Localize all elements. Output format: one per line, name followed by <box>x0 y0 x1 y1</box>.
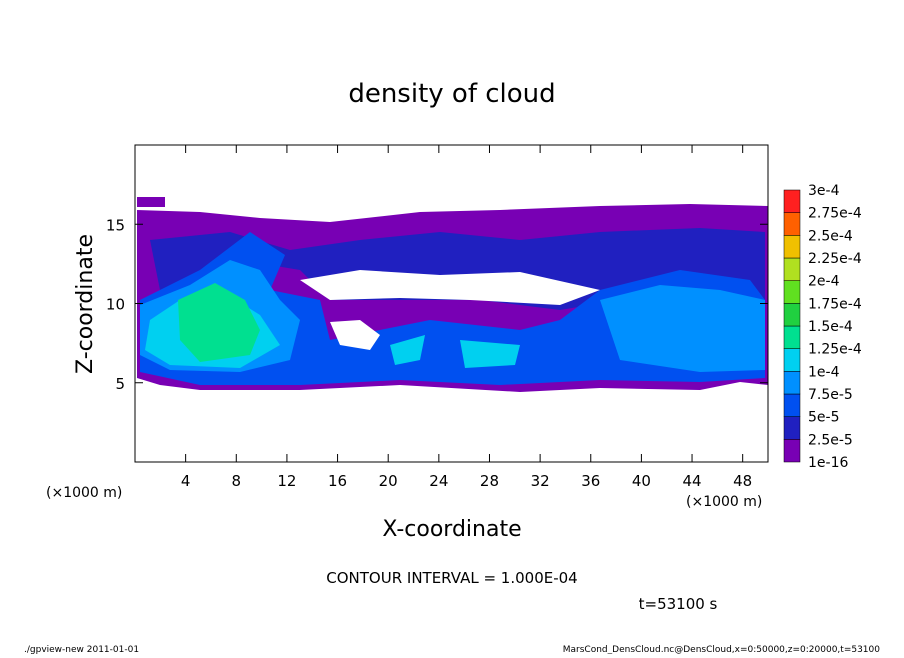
contour-region <box>178 283 260 362</box>
colorbar-label: 2.5e-5 <box>808 432 853 448</box>
colorbar-label: 1e-4 <box>808 364 840 380</box>
contour-field <box>137 197 768 392</box>
colorbar-box <box>783 189 801 213</box>
colorbar-box <box>783 348 801 372</box>
x-tick-label: 20 <box>379 472 398 490</box>
time-label: t=53100 s <box>639 595 718 613</box>
footer-left: ./gpview-new 2011-01-01 <box>24 645 139 654</box>
contour-region <box>140 232 765 385</box>
y-unit: (×1000 m) <box>686 494 762 510</box>
colorbar-label: 3e-4 <box>808 183 840 199</box>
y-axis-label: Z-coordinate <box>73 234 98 374</box>
colorbar-box <box>783 257 801 281</box>
x-tick-label: 40 <box>632 472 651 490</box>
x-tick-label: 4 <box>181 472 191 490</box>
x-tick-label: 36 <box>581 472 600 490</box>
chart-title: density of cloud <box>348 79 555 109</box>
colorbar-box <box>783 235 801 259</box>
x-tick-label: 44 <box>682 472 701 490</box>
x-tick-label: 12 <box>277 472 296 490</box>
colorbar-box <box>783 416 801 440</box>
contour-gap <box>300 270 600 305</box>
colorbar-label: 7.5e-5 <box>808 387 853 403</box>
x-tick-label: 8 <box>232 472 242 490</box>
y-tick-label: 10 <box>106 296 125 314</box>
contour-region <box>390 335 425 365</box>
colorbar-box <box>783 439 801 463</box>
x-tick-label: 32 <box>531 472 550 490</box>
x-tick-label: 24 <box>429 472 448 490</box>
colorbar-label: 1.25e-4 <box>808 342 862 358</box>
colorbar-box <box>783 280 801 304</box>
colorbar-label: 1.5e-4 <box>808 319 853 335</box>
colorbar-label: 2.5e-4 <box>808 228 853 244</box>
colorbar-label: 2.25e-4 <box>808 251 862 267</box>
x-tick-label: 16 <box>328 472 347 490</box>
colorbar-label: 2e-4 <box>808 274 840 290</box>
footer-right: MarsCond_DensCloud.nc@DensCloud,x=0:5000… <box>563 645 880 654</box>
colorbar-label: 2.75e-4 <box>808 206 862 222</box>
colorbar-box <box>783 212 801 236</box>
colorbar-label: 1e-16 <box>808 455 848 471</box>
colorbar-box <box>783 303 801 327</box>
colorbar-box <box>783 325 801 349</box>
contour-region <box>460 340 520 368</box>
x-tick-label: 48 <box>733 472 752 490</box>
colorbar-box <box>783 393 801 417</box>
colorbar-label: 5e-5 <box>808 410 839 426</box>
y-tick-label: 5 <box>115 375 125 393</box>
colorbar-box <box>783 371 801 395</box>
x-axis-label: X-coordinate <box>382 517 521 542</box>
contour-region <box>137 197 165 207</box>
contour-gap <box>330 320 380 350</box>
contour-region <box>600 285 765 372</box>
colorbar-label: 1.75e-4 <box>808 296 862 312</box>
contour-interval: CONTOUR INTERVAL = 1.000E-04 <box>326 569 577 587</box>
x-tick-label: 28 <box>480 472 499 490</box>
x-unit: (×1000 m) <box>46 485 122 501</box>
y-tick-label: 15 <box>106 216 125 234</box>
